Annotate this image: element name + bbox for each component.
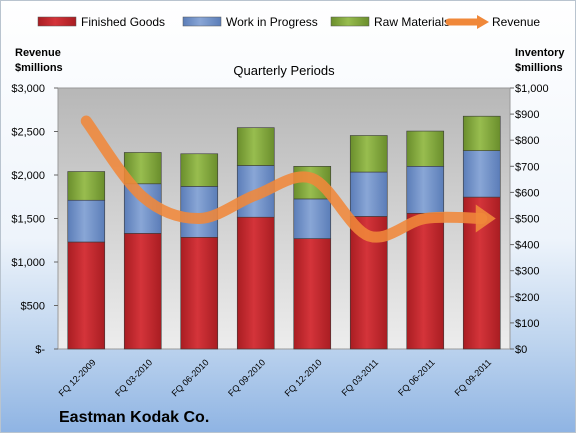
bar-raw-materials <box>236 127 275 166</box>
bar-work-in-progress <box>349 171 388 217</box>
left-tick-label: $2,500 <box>11 127 45 139</box>
legend-swatch-work-in-progress <box>182 16 222 27</box>
x-tick-label: FQ 06-2010 <box>170 357 211 398</box>
legend-label-revenue: Revenue <box>492 15 540 29</box>
left-tick-label: $3,000 <box>11 83 45 95</box>
right-tick-label: $0 <box>515 344 527 356</box>
bar-finished-goods <box>236 216 275 350</box>
x-tick-label: FQ 09-2010 <box>226 357 267 398</box>
right-tick-label: $600 <box>515 187 539 199</box>
right-tick-label: $300 <box>515 266 539 278</box>
legend-swatch-raw-materials <box>330 16 370 27</box>
left-tick-label: $500 <box>21 301 45 313</box>
right-axis-title-line2: $millions <box>515 62 563 74</box>
x-tick-label: FQ 06-2011 <box>396 357 437 398</box>
right-tick-label: $700 <box>515 161 539 173</box>
chart-subtitle: Quarterly Periods <box>233 63 335 78</box>
right-axis-title-line1: Inventory <box>515 47 565 59</box>
bar-work-in-progress <box>67 199 106 243</box>
legend-label-raw-materials: Raw Materials <box>374 15 450 29</box>
right-tick-label: $400 <box>515 240 539 252</box>
x-tick-label: FQ 03-2011 <box>340 357 381 398</box>
bar-work-in-progress <box>462 150 501 198</box>
bar-raw-materials <box>462 115 501 151</box>
bar-raw-materials <box>349 135 388 173</box>
left-tick-label: $1,000 <box>11 257 45 269</box>
left-axis-title-line1: Revenue <box>15 47 61 59</box>
bar-work-in-progress <box>406 166 445 214</box>
legend-swatch-finished-goods <box>37 16 77 27</box>
bar-work-in-progress <box>293 198 332 239</box>
right-tick-label: $500 <box>515 214 539 226</box>
bar-finished-goods <box>406 212 445 350</box>
bar-finished-goods <box>293 238 332 350</box>
company-name: Eastman Kodak Co. <box>59 409 209 426</box>
revenue-arrowhead <box>475 204 496 233</box>
right-tick-label: $800 <box>515 135 539 147</box>
right-tick-label: $200 <box>515 292 539 304</box>
x-tick-label: FQ 09-2011 <box>453 357 494 398</box>
left-tick-label: $- <box>35 344 45 356</box>
left-axis-title-line2: $millions <box>15 62 63 74</box>
bar-finished-goods <box>67 241 106 350</box>
right-tick-label: $1,000 <box>515 83 549 95</box>
bar-finished-goods <box>180 236 219 350</box>
bar-raw-materials <box>180 153 219 187</box>
left-tick-label: $1,500 <box>11 214 45 226</box>
right-tick-label: $100 <box>515 318 539 330</box>
bar-raw-materials <box>406 130 445 167</box>
x-tick-label: FQ 12-2009 <box>57 357 98 398</box>
left-tick-label: $2,000 <box>11 170 45 182</box>
legend-label-finished-goods: Finished Goods <box>81 15 165 29</box>
x-tick-label: FQ 12-2010 <box>283 357 324 398</box>
x-tick-label: FQ 03-2010 <box>113 357 154 398</box>
bar-raw-materials <box>67 171 106 201</box>
right-tick-label: $900 <box>515 109 539 121</box>
legend-arrow-revenue <box>477 15 489 29</box>
legend-label-work-in-progress: Work in Progress <box>226 15 318 29</box>
bar-finished-goods <box>123 233 162 350</box>
